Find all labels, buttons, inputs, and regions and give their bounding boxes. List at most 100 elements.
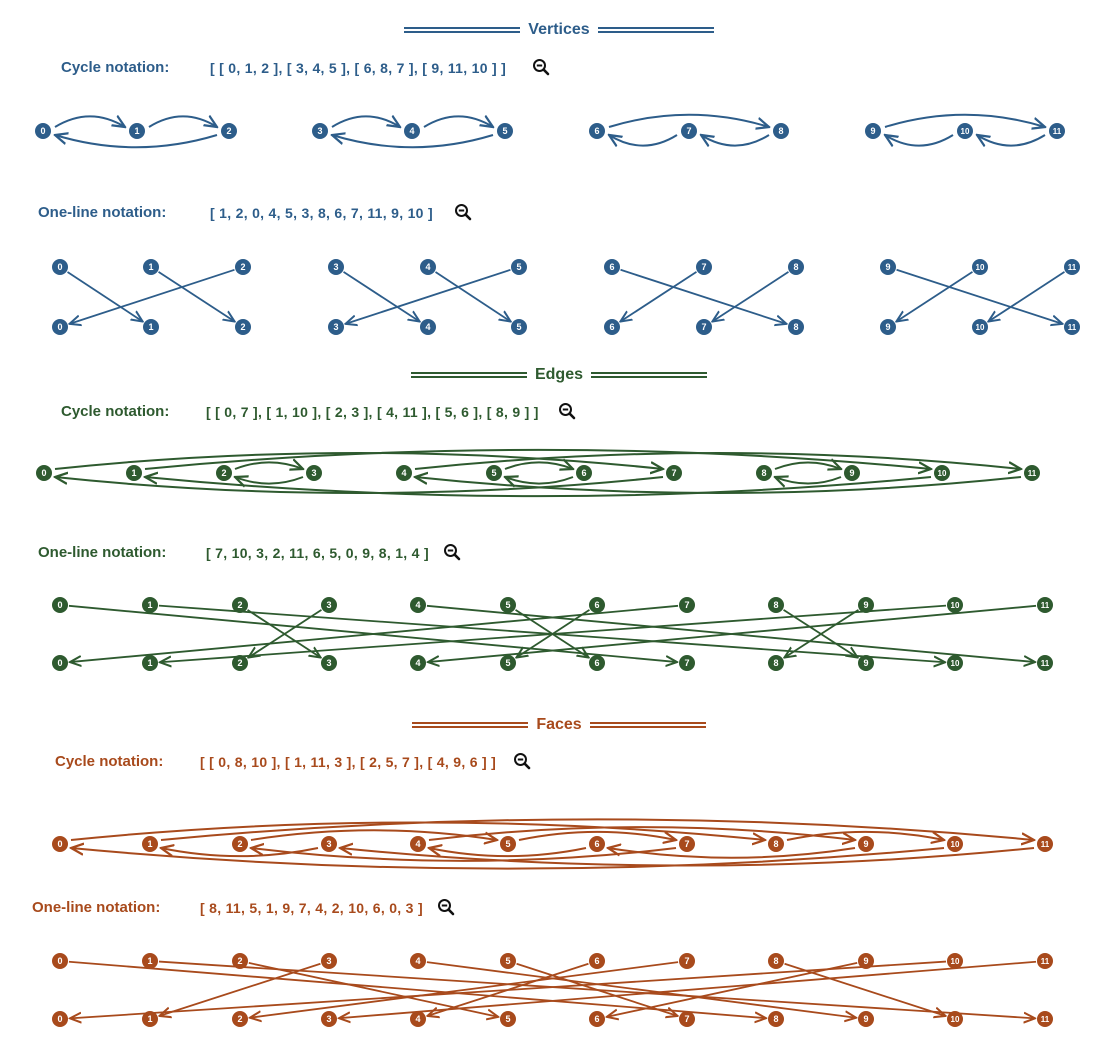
vertex-node: 11 — [1037, 836, 1053, 852]
node-circle — [947, 597, 963, 613]
node-label: 0 — [57, 322, 62, 332]
vertex-node: 1 — [142, 597, 158, 613]
vertex-node: 8 — [768, 655, 784, 671]
vertex-node: 0 — [36, 465, 52, 481]
node-label: 2 — [240, 262, 245, 272]
node-circle — [768, 953, 784, 969]
cycle-arrow — [234, 462, 303, 469]
node-label: 4 — [415, 658, 420, 668]
node-circle — [679, 953, 695, 969]
vertex-node: 2 — [232, 836, 248, 852]
zoom-out-icon[interactable] — [454, 203, 472, 221]
node-label: 5 — [505, 956, 510, 966]
zoom-out-icon[interactable] — [437, 898, 455, 916]
node-circle — [773, 123, 789, 139]
vertex-node: 2 — [235, 259, 251, 275]
node-label: 7 — [684, 839, 689, 849]
cycle-arrow-back — [332, 135, 494, 149]
node-label: 0 — [41, 468, 46, 478]
mapping-arrow — [158, 271, 235, 322]
node-label: 7 — [701, 262, 706, 272]
zoom-out-icon[interactable] — [443, 543, 461, 561]
node-label: 5 — [502, 126, 507, 136]
zoom-out-icon[interactable] — [532, 58, 550, 76]
node-label: 9 — [863, 956, 868, 966]
node-circle — [788, 259, 804, 275]
vertex-node: 8 — [756, 465, 772, 481]
node-label: 6 — [594, 839, 599, 849]
vertex-node: 1 — [129, 123, 145, 139]
vertex-node: 10 — [947, 655, 963, 671]
vertex-node: 3 — [328, 259, 344, 275]
node-circle — [216, 465, 232, 481]
vertex-node: 0 — [52, 1011, 68, 1027]
node-circle — [1049, 123, 1065, 139]
node-label: 3 — [326, 1014, 331, 1024]
node-label: 1 — [148, 322, 153, 332]
vertex-node: 6 — [589, 655, 605, 671]
node-circle — [768, 597, 784, 613]
node-circle — [696, 319, 712, 335]
node-label: 11 — [1053, 127, 1062, 136]
node-circle — [410, 953, 426, 969]
node-label: 0 — [40, 126, 45, 136]
cycle-arrow-back — [145, 477, 932, 498]
cycle-arrow-back — [775, 477, 842, 484]
cycle-arrow — [331, 116, 400, 127]
node-circle — [768, 836, 784, 852]
node-circle — [420, 259, 436, 275]
cycle-arrow-back — [505, 477, 574, 484]
vertex-node: 4 — [420, 259, 436, 275]
node-circle — [232, 597, 248, 613]
vertex-node: 4 — [404, 123, 420, 139]
vertex-node: 4 — [410, 597, 426, 613]
node-label: 5 — [505, 658, 510, 668]
node-label: 4 — [401, 468, 406, 478]
node-label: 6 — [594, 956, 599, 966]
vertex-node: 7 — [696, 319, 712, 335]
oneline-notation-value: [ 8, 11, 5, 1, 9, 7, 4, 2, 10, 6, 0, 3 ] — [200, 900, 423, 916]
vertex-node: 6 — [576, 465, 592, 481]
cycle-notation-label: Cycle notation: — [55, 753, 164, 770]
mapping-arrow — [426, 961, 856, 1018]
cycle-notation-label: Cycle notation: — [61, 403, 170, 420]
node-circle — [500, 597, 516, 613]
node-label: 7 — [684, 1014, 689, 1024]
vertex-node: 4 — [420, 319, 436, 335]
cycle-arrow — [518, 830, 676, 840]
vertex-node: 2 — [235, 319, 251, 335]
cycle-arrow — [160, 818, 1034, 840]
node-circle — [232, 1011, 248, 1027]
zoom-out-icon[interactable] — [513, 752, 531, 770]
mapping-arrow — [516, 962, 678, 1016]
zoom-out-icon[interactable] — [558, 402, 576, 420]
node-label: 10 — [951, 957, 960, 966]
node-circle — [589, 123, 605, 139]
oneline-notation-value: [ 1, 2, 0, 4, 5, 3, 8, 6, 7, 11, 9, 10 ] — [210, 205, 433, 221]
vertex-node: 11 — [1037, 655, 1053, 671]
node-label: 7 — [671, 468, 676, 478]
title-rule-left — [412, 722, 529, 728]
node-label: 9 — [885, 262, 890, 272]
vertex-node: 6 — [604, 259, 620, 275]
node-circle — [328, 259, 344, 275]
vertex-node: 10 — [947, 1011, 963, 1027]
oneline-notation-label: One-line notation: — [32, 899, 161, 916]
vertex-node: 9 — [858, 1011, 874, 1027]
oneline-notation-label: One-line notation: — [38, 544, 167, 561]
node-circle — [1024, 465, 1040, 481]
node-label: 4 — [415, 956, 420, 966]
mapping-arrow — [250, 961, 679, 1018]
node-label: 2 — [237, 839, 242, 849]
section-title-text: Vertices — [528, 21, 590, 38]
vertex-node: 3 — [321, 655, 337, 671]
node-label: 8 — [773, 1014, 778, 1024]
vertex-node: 2 — [232, 655, 248, 671]
node-circle — [52, 319, 68, 335]
node-label: 8 — [773, 956, 778, 966]
cycle-arrow-back — [235, 477, 304, 484]
vertex-node: 3 — [306, 465, 322, 481]
node-circle — [126, 465, 142, 481]
